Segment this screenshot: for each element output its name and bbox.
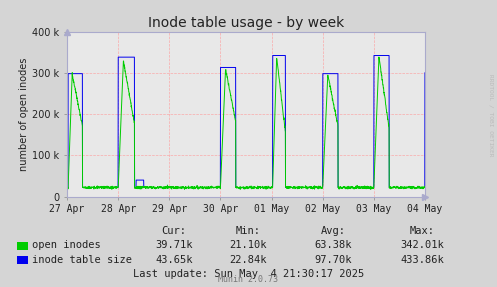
open inodes (379, 74, 385, 77)
Text: 22.84k: 22.84k (230, 255, 267, 265)
inode table size (270, 54, 276, 57)
Text: Avg:: Avg: (321, 226, 345, 236)
inode table size (379, 54, 385, 57)
open inodes (376, 55, 382, 59)
Text: 21.10k: 21.10k (230, 241, 267, 250)
open inodes (333, 113, 339, 116)
open inodes (228, 93, 234, 96)
Text: 39.71k: 39.71k (155, 241, 193, 250)
inode table size (389, 186, 395, 189)
Text: RRDTOOL / TOBI OETIKER: RRDTOOL / TOBI OETIKER (489, 73, 494, 156)
open inodes (422, 186, 428, 189)
open inodes (109, 187, 115, 191)
Text: 63.38k: 63.38k (314, 241, 352, 250)
open inodes (389, 186, 395, 189)
Text: open inodes: open inodes (32, 241, 101, 250)
Text: Cur:: Cur: (162, 226, 186, 236)
open inodes (422, 186, 428, 189)
inode table size (64, 186, 70, 189)
Text: inode table size: inode table size (32, 255, 132, 265)
Text: 342.01k: 342.01k (401, 241, 444, 250)
open inodes (265, 186, 271, 189)
Line: open inodes: open inodes (67, 57, 425, 189)
inode table size (333, 72, 339, 75)
Text: 433.86k: 433.86k (401, 255, 444, 265)
Title: Inode table usage - by week: Inode table usage - by week (148, 16, 344, 30)
Text: 97.70k: 97.70k (314, 255, 352, 265)
Text: 43.65k: 43.65k (155, 255, 193, 265)
open inodes (64, 185, 70, 188)
inode table size (227, 66, 233, 69)
inode table size (421, 186, 427, 189)
inode table size (265, 186, 271, 189)
Line: inode table size: inode table size (67, 55, 425, 187)
Text: Max:: Max: (410, 226, 435, 236)
inode table size (422, 71, 428, 75)
Y-axis label: number of open inodes: number of open inodes (19, 57, 29, 171)
Text: Last update: Sun May  4 21:30:17 2025: Last update: Sun May 4 21:30:17 2025 (133, 269, 364, 279)
Text: Munin 2.0.73: Munin 2.0.73 (219, 275, 278, 284)
Text: Min:: Min: (236, 226, 261, 236)
